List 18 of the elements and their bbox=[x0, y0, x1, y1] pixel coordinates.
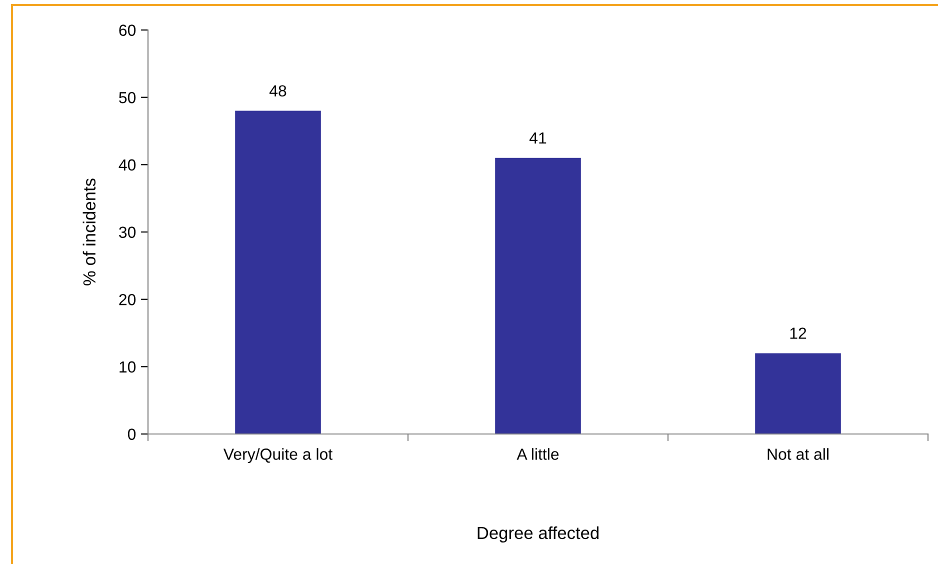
y-tick-label: 0 bbox=[128, 428, 136, 440]
bar bbox=[495, 158, 581, 434]
y-tick-label: 40 bbox=[118, 159, 136, 171]
data-label: 48 bbox=[269, 85, 286, 97]
y-tick-label: 10 bbox=[120, 361, 136, 373]
y-tick-label: 20 bbox=[119, 294, 136, 306]
y-tick-label: 60 bbox=[119, 24, 136, 36]
x-axis-title: Degree affected bbox=[478, 526, 599, 543]
data-label: 12 bbox=[790, 328, 806, 339]
x-tick-label: Not at all bbox=[768, 448, 828, 460]
x-tick-label: Very/Quite a lot bbox=[223, 448, 332, 464]
y-axis-title: % of incidents bbox=[82, 178, 96, 286]
data-label: 41 bbox=[529, 132, 546, 144]
x-tick-label: A little bbox=[516, 448, 559, 460]
y-tick-label: 30 bbox=[119, 226, 136, 238]
bar bbox=[235, 110, 321, 434]
y-tick-label: 50 bbox=[119, 92, 136, 104]
bar bbox=[755, 353, 841, 434]
